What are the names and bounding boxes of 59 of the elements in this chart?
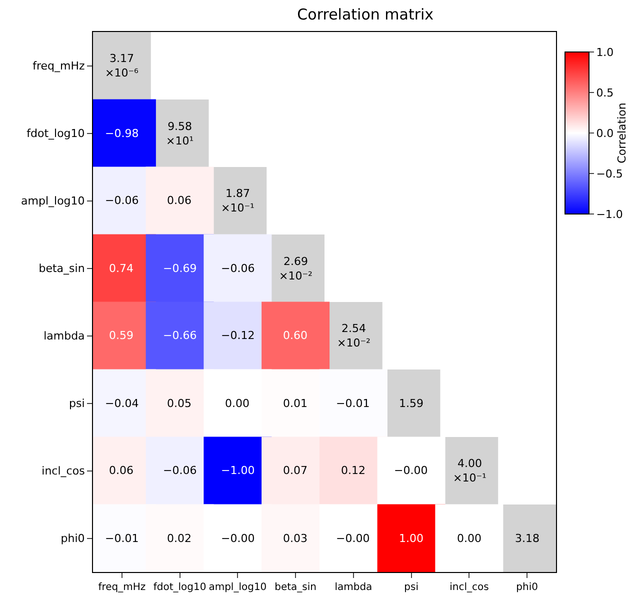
data-label: −0.69 <box>163 262 197 275</box>
y-tick-label: incl_cos <box>42 464 86 478</box>
y-tick-label: ampl_log10 <box>21 194 85 208</box>
data-label: 0.03 <box>283 532 308 545</box>
color-bar-label: 0.0 <box>596 126 614 140</box>
data-label: −0.04 <box>105 397 139 410</box>
y-tick-label: beta_sin <box>38 262 85 276</box>
data-label: 0.60 <box>283 329 308 342</box>
x-tick-label: beta_sin <box>274 582 316 593</box>
color-bar-label: 1.0 <box>596 46 614 59</box>
y-tick-label: lambda <box>44 330 85 343</box>
text: 1.59 <box>399 397 424 410</box>
data-label: 0.12 <box>341 464 366 477</box>
x-tick-label: phi0 <box>516 582 538 593</box>
text: 3.17 ×10⁻⁶ <box>105 52 138 80</box>
data-label: −0.00 <box>336 532 370 545</box>
data-label: 0.05 <box>167 397 192 410</box>
color-bar-label: 0.5 <box>596 86 614 100</box>
chart-title: Correlation matrix <box>297 6 434 24</box>
data-label: 0.74 <box>109 262 134 275</box>
y-tick-label: freq_mHz <box>32 60 86 73</box>
data-label: 0.02 <box>167 532 192 545</box>
text: 1.87 ×10⁻¹ <box>221 187 254 214</box>
data-label: 0.06 <box>167 194 192 207</box>
text: 2.69 ×10⁻² <box>279 255 312 282</box>
text: 9.58 ×10¹ <box>166 120 194 148</box>
data-label: −0.00 <box>221 532 255 545</box>
data-label: 0.00 <box>457 532 482 545</box>
data-label: 1.00 <box>399 532 424 545</box>
data-label: −0.01 <box>336 397 370 410</box>
data-label: −0.06 <box>105 194 139 207</box>
x-tick-label: freq_mHz <box>98 582 146 593</box>
data-label: −0.06 <box>163 464 197 477</box>
data-label: 0.59 <box>109 329 134 342</box>
y-tick-label: phi0 <box>60 532 85 546</box>
color-bar-label: −1.0 <box>596 208 623 221</box>
data-label: 0.07 <box>283 464 308 477</box>
data-label: −0.00 <box>394 464 428 477</box>
data-label: 0.01 <box>283 397 308 410</box>
x-tick-label: ampl_log10 <box>208 582 267 593</box>
data-label: −0.98 <box>105 127 139 140</box>
y-tick-label: psi <box>69 397 85 410</box>
data-label: −0.06 <box>221 262 255 275</box>
data-label: −0.12 <box>221 329 255 342</box>
data-label: 0.00 <box>225 397 250 410</box>
x-tick-label: lambda <box>334 582 372 593</box>
data-label: 0.06 <box>109 464 134 477</box>
x-tick-label: incl_cos <box>450 582 489 593</box>
x-tick-label: psi <box>404 582 418 593</box>
y-tick-label: fdot_log10 <box>26 127 85 140</box>
x-tick-label: fdot_log10 <box>153 582 206 593</box>
data-label: −1.00 <box>221 464 255 477</box>
text: 4.00 ×10⁻¹ <box>453 457 486 484</box>
color-bar-title: Correlation <box>616 102 629 164</box>
text: 2.54 ×10⁻² <box>337 322 370 350</box>
data-label: −0.01 <box>105 532 139 545</box>
text: 3.18 <box>515 532 540 545</box>
color-bar-label: −0.5 <box>596 167 623 180</box>
data-label: −0.66 <box>163 329 197 342</box>
